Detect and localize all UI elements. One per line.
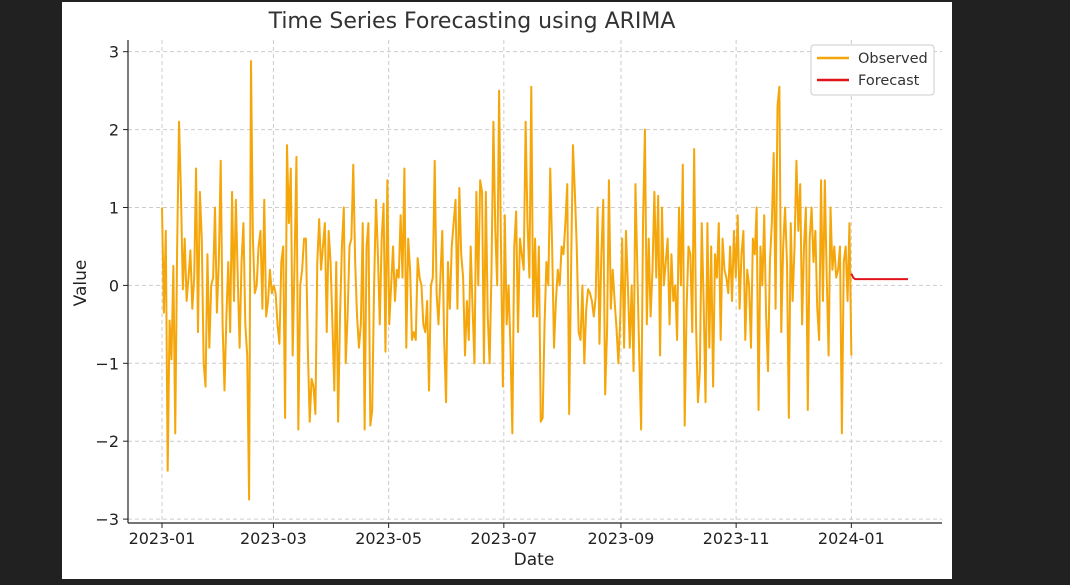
series-layer bbox=[161, 60, 908, 501]
legend: Observed Forecast bbox=[810, 44, 935, 96]
x-tick-label: 2023-03 bbox=[240, 529, 307, 548]
axes bbox=[123, 40, 942, 528]
x-tick-label: 2023-11 bbox=[703, 529, 770, 548]
x-tick-label: 2023-01 bbox=[129, 529, 196, 548]
y-tick-label: −1 bbox=[95, 354, 119, 373]
y-tick-label: −3 bbox=[95, 510, 119, 529]
series-line-forecast bbox=[850, 273, 908, 281]
x-tick-label: 2024-01 bbox=[818, 529, 885, 548]
y-axis-label: Value bbox=[71, 260, 91, 307]
y-tick-label: 1 bbox=[109, 198, 119, 217]
x-tick-label: 2023-09 bbox=[588, 529, 655, 548]
y-tick-label: 2 bbox=[109, 121, 119, 140]
x-axis-label: Date bbox=[514, 550, 555, 570]
x-tick-label: 2023-07 bbox=[470, 529, 537, 548]
y-tick-label: 0 bbox=[109, 276, 119, 295]
chart-plot: 3 2 1 0 −1 −2 −3 2023-01 2023-03 2023-05 2023-07 20… bbox=[71, 40, 942, 570]
legend-label-observed: Observed bbox=[858, 51, 928, 67]
series-line-observed bbox=[161, 60, 853, 501]
legend-label-forecast: Forecast bbox=[858, 73, 920, 89]
x-tick-label: 2023-05 bbox=[355, 529, 422, 548]
chart-figure: Time Series Forecasting using ARIMA 3 2 1 0… bbox=[62, 2, 952, 579]
chart-title: Time Series Forecasting using ARIMA bbox=[268, 9, 676, 34]
y-tick-label: −2 bbox=[95, 432, 119, 451]
y-tick-label: 3 bbox=[109, 43, 119, 62]
tick-labels: 3 2 1 0 −1 −2 −3 2023-01 2023-03 2023-05 2023-07 20… bbox=[95, 43, 884, 548]
